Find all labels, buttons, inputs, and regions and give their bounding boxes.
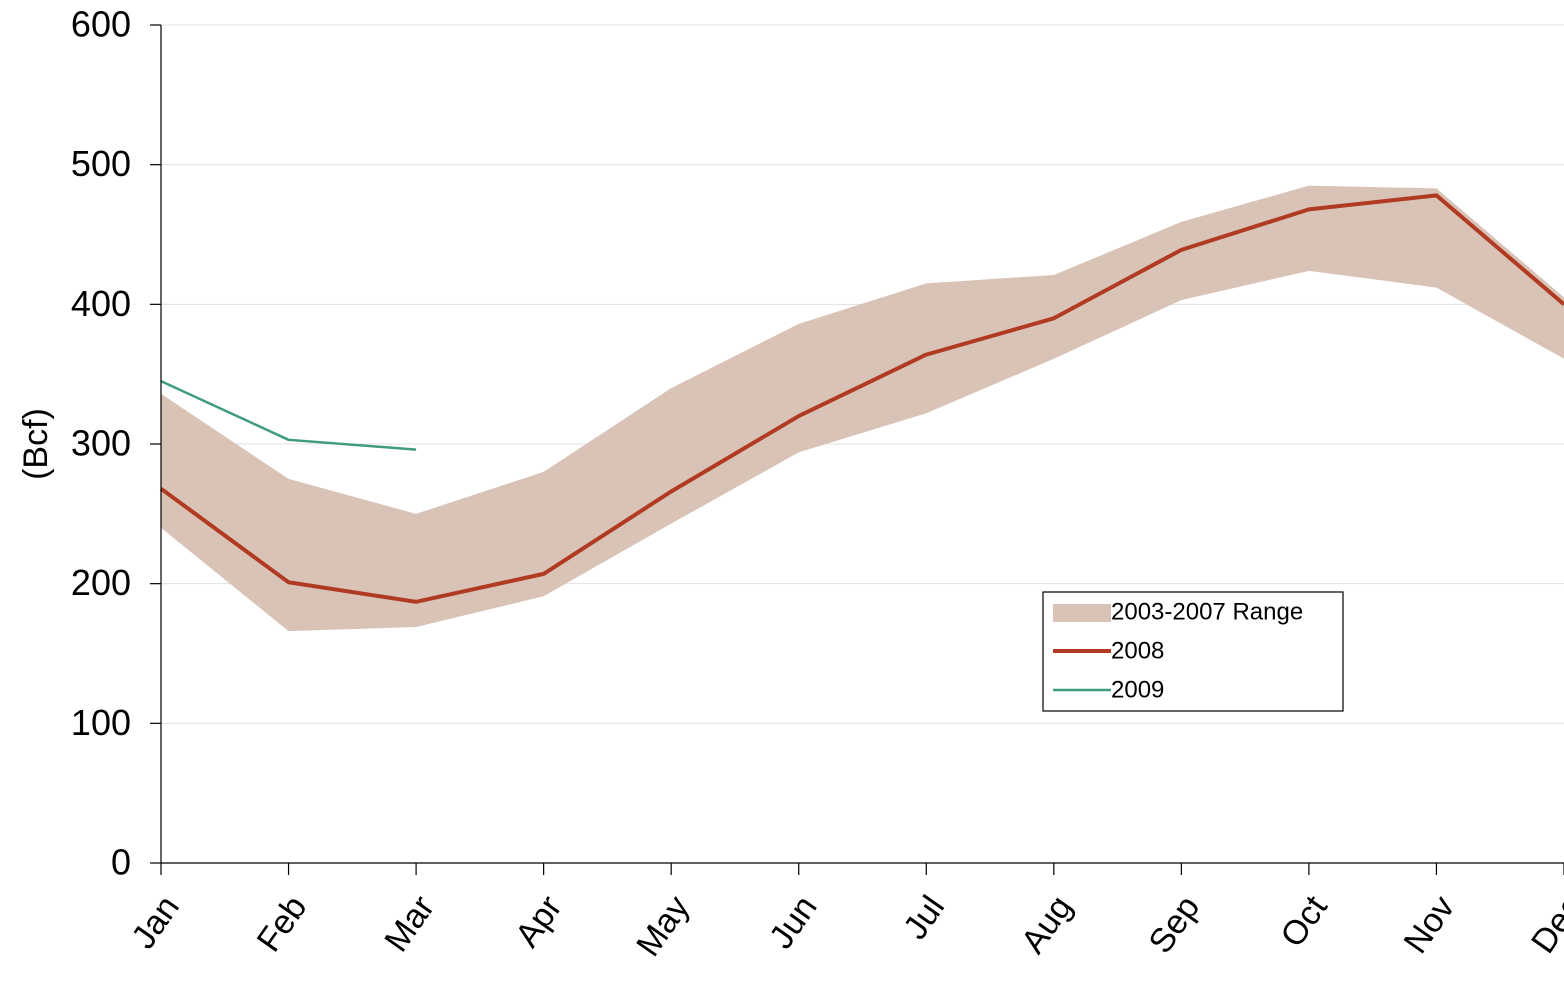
x-tick-label: Jan xyxy=(124,889,187,956)
y-tick-label: 600 xyxy=(71,4,131,45)
x-tick-label: Mar xyxy=(377,889,442,959)
x-tick-label: Sep xyxy=(1141,889,1207,960)
y-tick-label: 300 xyxy=(71,423,131,464)
line xyxy=(159,193,1564,604)
legend-swatch xyxy=(1053,604,1111,622)
legend-label: 2009 xyxy=(1111,676,1164,703)
legend-label: 2003-2007 Range xyxy=(1111,598,1303,625)
x-tick-label: Nov xyxy=(1397,889,1463,960)
y-tick-label: 200 xyxy=(71,562,131,603)
legend-label: 2008 xyxy=(1111,637,1164,664)
y-tick-label: 0 xyxy=(111,842,131,883)
x-tick-label: May xyxy=(629,889,697,963)
x-tick-label: Jul xyxy=(896,889,952,946)
range-area xyxy=(161,185,1564,632)
x-tick-label: Oct xyxy=(1273,889,1335,955)
y-tick-label: 100 xyxy=(71,702,131,743)
y-tick-label: 500 xyxy=(71,143,131,184)
x-tick-label: Apr xyxy=(508,889,569,954)
x-tick-label: Dec xyxy=(1524,889,1564,960)
x-tick-label: Feb xyxy=(250,889,315,959)
y-axis-label: (Bcf) xyxy=(17,408,55,480)
line xyxy=(160,380,417,451)
x-tick-label: Aug xyxy=(1014,889,1080,960)
y-tick-label: 400 xyxy=(71,283,131,324)
x-tick-label: Jun xyxy=(762,889,825,956)
